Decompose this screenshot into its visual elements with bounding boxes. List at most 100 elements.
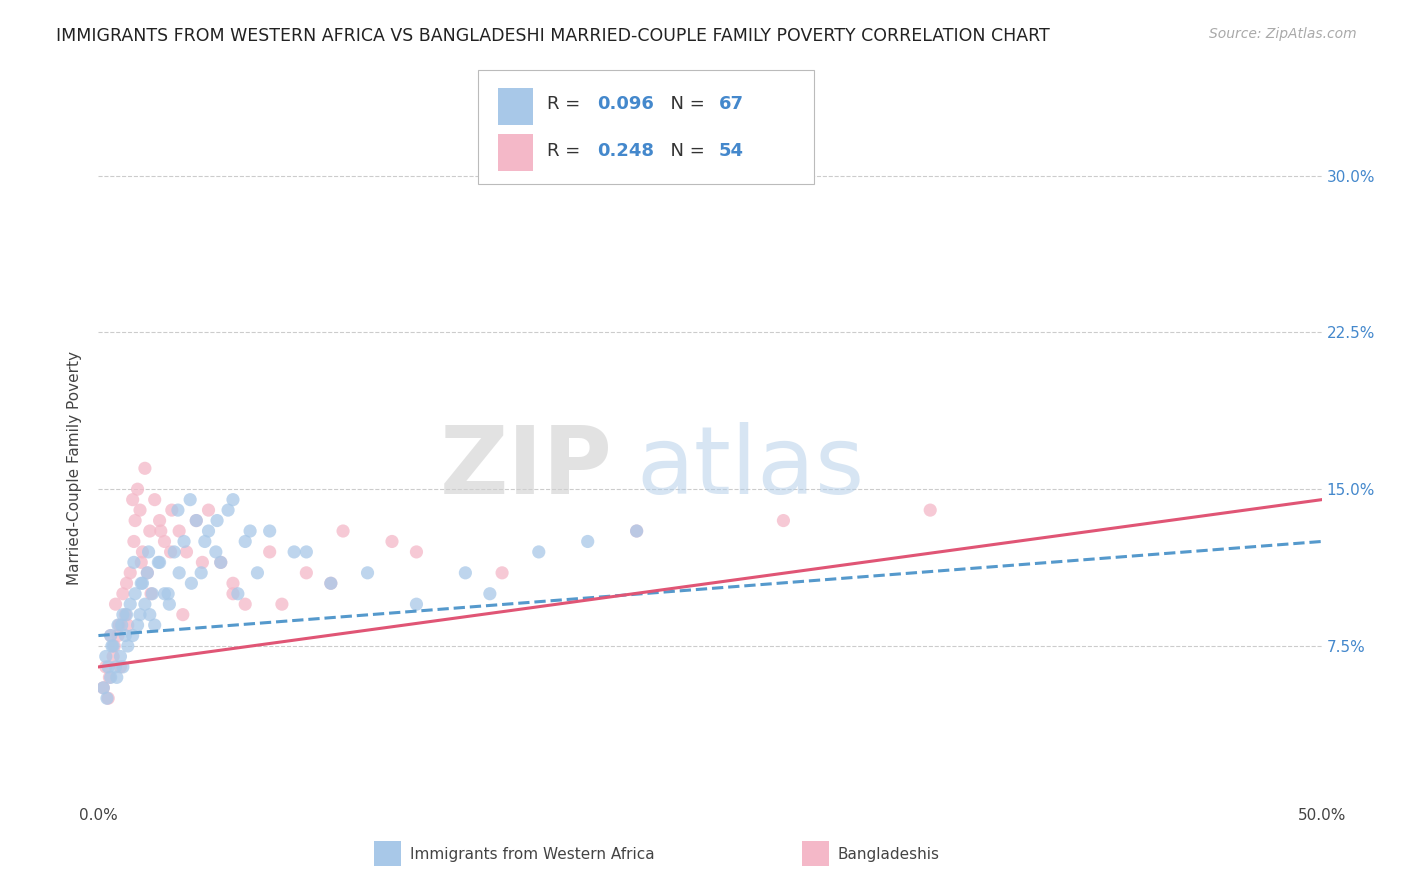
Point <box>129 503 152 517</box>
Point <box>141 587 163 601</box>
Point <box>149 514 172 528</box>
Point <box>149 524 172 538</box>
Text: R =: R = <box>547 95 586 113</box>
Point <box>101 639 124 653</box>
Point <box>167 524 190 538</box>
Point <box>295 545 318 559</box>
Point <box>91 681 114 695</box>
Text: 0.248: 0.248 <box>598 142 655 160</box>
Point <box>149 555 172 569</box>
Point <box>117 639 139 653</box>
Point <box>94 660 117 674</box>
Point <box>127 482 149 496</box>
FancyBboxPatch shape <box>374 841 401 866</box>
Point <box>104 597 127 611</box>
Point <box>246 566 269 580</box>
Point <box>160 503 183 517</box>
Point <box>114 628 136 642</box>
Text: atlas: atlas <box>637 422 865 515</box>
Point <box>194 534 217 549</box>
Point <box>120 597 142 611</box>
Text: N =: N = <box>658 142 710 160</box>
Point <box>111 618 134 632</box>
Point <box>283 545 305 559</box>
Point <box>122 534 145 549</box>
Point <box>121 628 143 642</box>
Point <box>172 607 194 622</box>
FancyBboxPatch shape <box>801 841 828 866</box>
Point <box>191 555 214 569</box>
Point <box>124 514 146 528</box>
Text: Source: ZipAtlas.com: Source: ZipAtlas.com <box>1209 27 1357 41</box>
Point <box>107 618 129 632</box>
Point <box>626 524 648 538</box>
Point <box>772 514 794 528</box>
Text: N =: N = <box>658 95 710 113</box>
Point <box>129 576 152 591</box>
Point <box>173 534 195 549</box>
Point <box>131 576 153 591</box>
Point <box>127 618 149 632</box>
Point <box>148 555 170 569</box>
Point <box>205 514 228 528</box>
Point <box>222 576 245 591</box>
Point <box>157 587 180 601</box>
Point <box>96 691 118 706</box>
Point <box>107 628 129 642</box>
Point <box>138 545 160 559</box>
Point <box>94 649 117 664</box>
Point <box>131 545 153 559</box>
Point <box>97 691 120 706</box>
Point <box>239 524 262 538</box>
Point <box>180 576 202 591</box>
Point <box>129 607 152 622</box>
Point <box>98 670 121 684</box>
Point <box>100 628 122 642</box>
Point <box>405 545 427 559</box>
Point <box>110 649 132 664</box>
Point <box>100 670 122 684</box>
Point <box>91 681 114 695</box>
Text: IMMIGRANTS FROM WESTERN AFRICA VS BANGLADESHI MARRIED-COUPLE FAMILY POVERTY CORR: IMMIGRANTS FROM WESTERN AFRICA VS BANGLA… <box>56 27 1050 45</box>
Point <box>405 597 427 611</box>
Point <box>157 597 180 611</box>
Point <box>100 628 122 642</box>
FancyBboxPatch shape <box>498 87 533 125</box>
Point <box>104 660 127 674</box>
Point <box>121 492 143 507</box>
Point <box>295 566 318 580</box>
Point <box>153 587 176 601</box>
Point <box>105 670 128 684</box>
Point <box>478 587 501 601</box>
Point <box>356 566 378 580</box>
Point <box>97 660 120 674</box>
Point <box>115 576 138 591</box>
Point <box>163 545 186 559</box>
Point <box>197 503 219 517</box>
Point <box>217 503 239 517</box>
Point <box>233 597 256 611</box>
Point <box>139 524 162 538</box>
Point <box>226 587 249 601</box>
Point <box>143 618 166 632</box>
Point <box>111 587 134 601</box>
Point <box>167 503 190 517</box>
Point <box>136 566 159 580</box>
Point <box>454 566 477 580</box>
Text: Bangladeshis: Bangladeshis <box>837 847 939 862</box>
Point <box>111 660 134 674</box>
Point <box>319 576 342 591</box>
Point <box>186 514 208 528</box>
Point <box>139 587 162 601</box>
Point <box>259 524 281 538</box>
Point <box>129 555 152 569</box>
Point <box>576 534 599 549</box>
Point <box>159 545 181 559</box>
Point <box>136 566 159 580</box>
Point <box>186 514 208 528</box>
Point <box>143 492 166 507</box>
Point <box>110 660 132 674</box>
FancyBboxPatch shape <box>498 134 533 170</box>
Point <box>381 534 404 549</box>
Text: Immigrants from Western Africa: Immigrants from Western Africa <box>411 847 655 862</box>
